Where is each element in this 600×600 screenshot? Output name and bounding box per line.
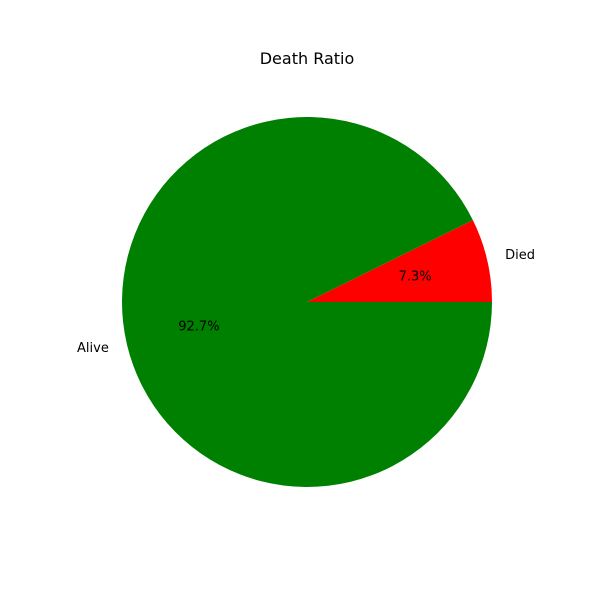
slice-percent-died: 7.3%: [399, 269, 432, 284]
pie-slices: [121, 116, 493, 487]
slice-label-died: Died: [505, 248, 535, 263]
slice-percent-alive: 92.7%: [178, 320, 219, 335]
pie-labels: Died 7.3% Alive 92.7%: [77, 248, 535, 356]
slice-label-alive: Alive: [77, 341, 109, 356]
chart-title: Death Ratio: [260, 49, 355, 68]
pie-slice-alive: [121, 116, 493, 487]
pie-slice-died: [307, 220, 492, 302]
